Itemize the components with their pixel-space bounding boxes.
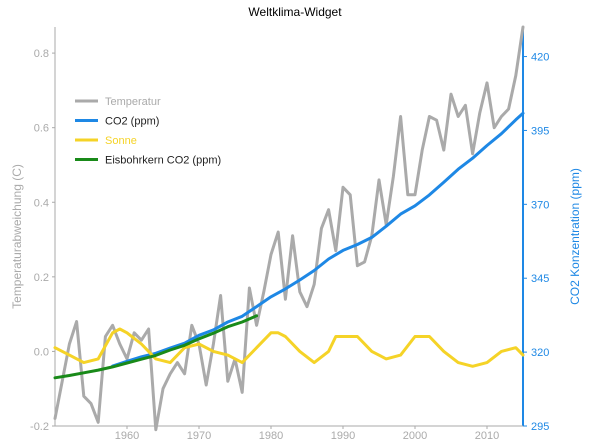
y-right-tick-label-0: 295	[531, 421, 549, 433]
x-tick-label-5: 2010	[475, 430, 499, 442]
x-tick-label-0: 1960	[115, 430, 139, 442]
series-line-icecore	[53, 314, 259, 380]
series-line-sun	[53, 327, 525, 368]
chart-title: Weltklima-Widget	[248, 5, 342, 19]
y-left-tick-label-0: -0.2	[30, 421, 49, 433]
y-left-tick-label-1: 0.0	[34, 346, 49, 358]
y-left-tick-label-2: 0.2	[34, 272, 49, 284]
legend-entry-icecore-label: Eisbohrkern CO2 (ppm)	[105, 155, 221, 167]
x-tick-label-3: 1990	[331, 430, 355, 442]
x-tick-label-1: 1970	[187, 430, 211, 442]
y-right-tick-label-2: 345	[531, 273, 549, 285]
x-tick-label-4: 2000	[403, 430, 427, 442]
legend-entry-co2-label: CO2 (ppm)	[105, 116, 159, 128]
y-right-tick-label-5: 420	[531, 52, 549, 64]
series-line-co2	[111, 111, 525, 368]
y-left-tick-label-4: 0.6	[34, 123, 49, 135]
legend-entry-temperature-label: Temperatur	[105, 96, 161, 108]
y-right-axis-title: CO2 Konzentration (ppm)	[568, 168, 582, 305]
series-line-temperature	[53, 25, 525, 432]
legend-entry-sun-label: Sonne	[105, 135, 137, 147]
y-right-tick-label-4: 395	[531, 125, 549, 137]
y-right-tick-label-3: 370	[531, 199, 549, 211]
x-tick-label-2: 1980	[259, 430, 283, 442]
y-right-tick-label-1: 320	[531, 347, 549, 359]
y-left-tick-label-3: 0.4	[34, 197, 49, 209]
y-left-axis-title: Temperaturabweichung (C)	[10, 164, 24, 309]
y-left-tick-label-5: 0.8	[34, 48, 49, 60]
